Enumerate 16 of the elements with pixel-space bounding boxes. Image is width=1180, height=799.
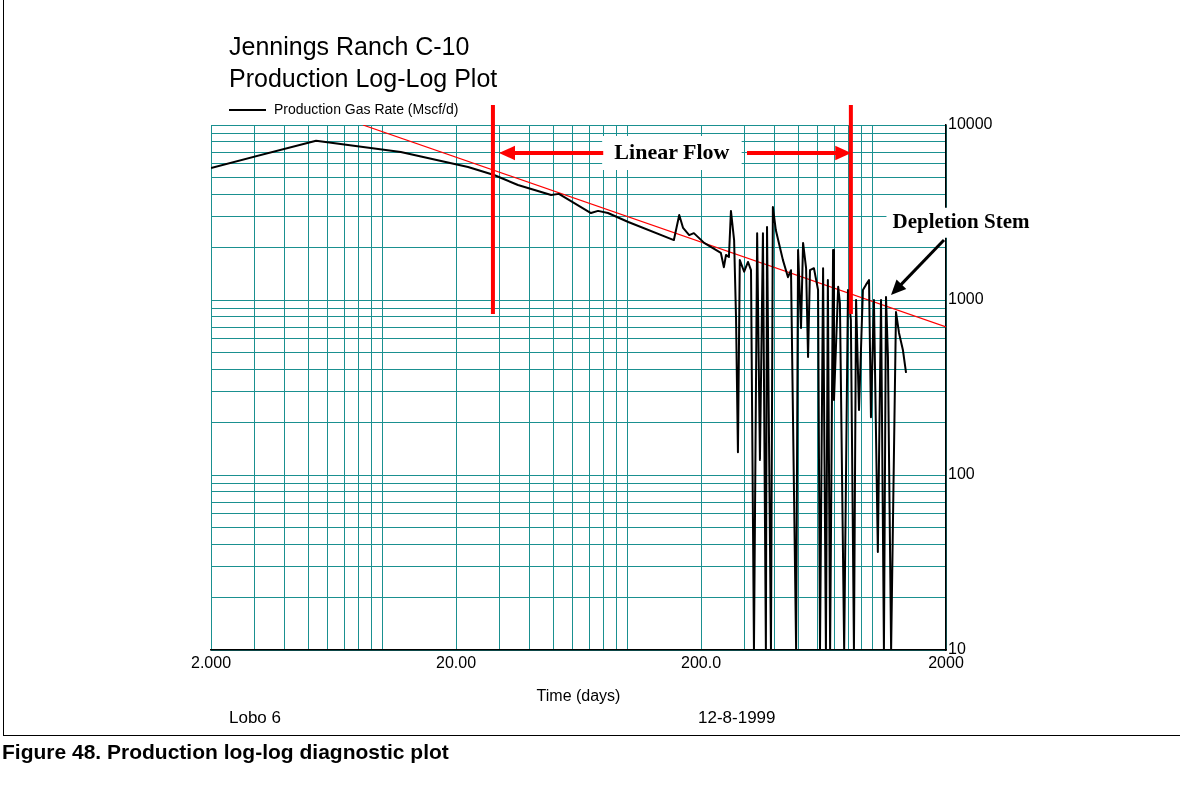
y-tick-label: 10000 xyxy=(948,115,993,133)
annotation: Depletion Stem xyxy=(892,209,1031,234)
x-tick-label: 2.000 xyxy=(190,654,232,672)
x-axis-title: Time (days) xyxy=(536,686,621,704)
chart-subtitle: Production Log-Log Plot xyxy=(229,64,498,92)
legend-label: Production Gas Rate (Mscf/d) xyxy=(274,100,459,117)
text: 12-8-1999 xyxy=(698,707,776,727)
y-tick-label: 100 xyxy=(948,465,975,483)
x-tick-label: 200.0 xyxy=(680,654,722,672)
x-tick-label: 20.00 xyxy=(435,654,477,672)
y-tick-label: 1000 xyxy=(948,290,984,308)
text: Lobo 6 xyxy=(229,707,281,727)
annotation: Linear Flow xyxy=(614,138,730,164)
x-tick-label: 2000 xyxy=(928,654,964,672)
caption: Figure 48. Production log-log diagnostic plot xyxy=(2,740,449,764)
chart-title: Jennings Ranch C-10 xyxy=(229,32,470,60)
